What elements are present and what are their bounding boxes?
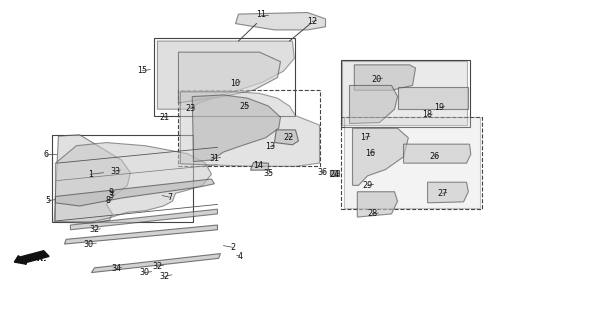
Text: 20: 20 bbox=[371, 75, 382, 84]
Polygon shape bbox=[343, 61, 467, 125]
Text: 27: 27 bbox=[437, 189, 447, 198]
Polygon shape bbox=[54, 135, 130, 223]
Text: 6: 6 bbox=[44, 150, 49, 159]
Polygon shape bbox=[353, 128, 408, 185]
Polygon shape bbox=[180, 92, 320, 166]
Text: 11: 11 bbox=[256, 10, 266, 19]
Text: 26: 26 bbox=[430, 152, 440, 161]
Polygon shape bbox=[355, 65, 415, 90]
Polygon shape bbox=[250, 163, 268, 170]
Polygon shape bbox=[55, 142, 212, 222]
Text: 28: 28 bbox=[367, 209, 377, 219]
Text: 35: 35 bbox=[264, 169, 274, 178]
Polygon shape bbox=[92, 253, 221, 273]
Text: 15: 15 bbox=[137, 66, 148, 75]
Text: 18: 18 bbox=[423, 110, 432, 119]
Polygon shape bbox=[428, 182, 469, 203]
Polygon shape bbox=[157, 41, 294, 109]
Polygon shape bbox=[236, 12, 326, 30]
Bar bbox=[154, 38, 295, 116]
Text: 22: 22 bbox=[283, 133, 294, 142]
Text: 7: 7 bbox=[167, 193, 172, 202]
Text: 2: 2 bbox=[230, 243, 235, 252]
Polygon shape bbox=[178, 52, 280, 103]
Text: 29: 29 bbox=[362, 181, 373, 190]
Polygon shape bbox=[330, 170, 339, 176]
FancyArrow shape bbox=[14, 251, 49, 264]
Polygon shape bbox=[274, 130, 298, 145]
Text: 34: 34 bbox=[112, 264, 122, 273]
Text: 32: 32 bbox=[160, 272, 169, 281]
Text: 5: 5 bbox=[46, 196, 51, 205]
Text: 14: 14 bbox=[253, 161, 264, 170]
Polygon shape bbox=[397, 87, 469, 109]
Text: 1: 1 bbox=[87, 170, 93, 179]
Text: 16: 16 bbox=[365, 148, 375, 157]
Polygon shape bbox=[403, 144, 471, 163]
Bar bbox=[341, 117, 482, 209]
Text: 30: 30 bbox=[83, 240, 93, 249]
Text: FR.: FR. bbox=[31, 254, 47, 263]
Polygon shape bbox=[358, 192, 397, 217]
Text: 25: 25 bbox=[239, 102, 250, 111]
Text: 36: 36 bbox=[318, 168, 327, 177]
Text: 31: 31 bbox=[209, 154, 219, 163]
Text: 19: 19 bbox=[435, 103, 444, 112]
Text: 33: 33 bbox=[110, 167, 121, 176]
Text: 21: 21 bbox=[160, 113, 169, 122]
Polygon shape bbox=[344, 117, 481, 208]
Polygon shape bbox=[350, 85, 397, 124]
Text: 32: 32 bbox=[89, 225, 99, 234]
Polygon shape bbox=[192, 95, 280, 162]
Text: 4: 4 bbox=[237, 252, 242, 260]
Bar bbox=[52, 135, 194, 222]
Text: 8: 8 bbox=[106, 196, 111, 205]
Bar bbox=[341, 60, 470, 127]
Text: 3: 3 bbox=[109, 191, 114, 200]
Text: 9: 9 bbox=[109, 188, 114, 197]
Text: 10: 10 bbox=[230, 79, 241, 88]
Text: 23: 23 bbox=[185, 104, 195, 113]
Text: 24: 24 bbox=[329, 170, 339, 179]
Text: 30: 30 bbox=[139, 268, 149, 277]
Text: 12: 12 bbox=[308, 17, 317, 26]
Polygon shape bbox=[71, 209, 218, 230]
Bar bbox=[178, 90, 320, 166]
Text: 13: 13 bbox=[265, 142, 276, 151]
Text: 32: 32 bbox=[153, 262, 163, 271]
Polygon shape bbox=[65, 225, 218, 244]
Polygon shape bbox=[55, 179, 215, 206]
Text: 17: 17 bbox=[360, 133, 370, 142]
